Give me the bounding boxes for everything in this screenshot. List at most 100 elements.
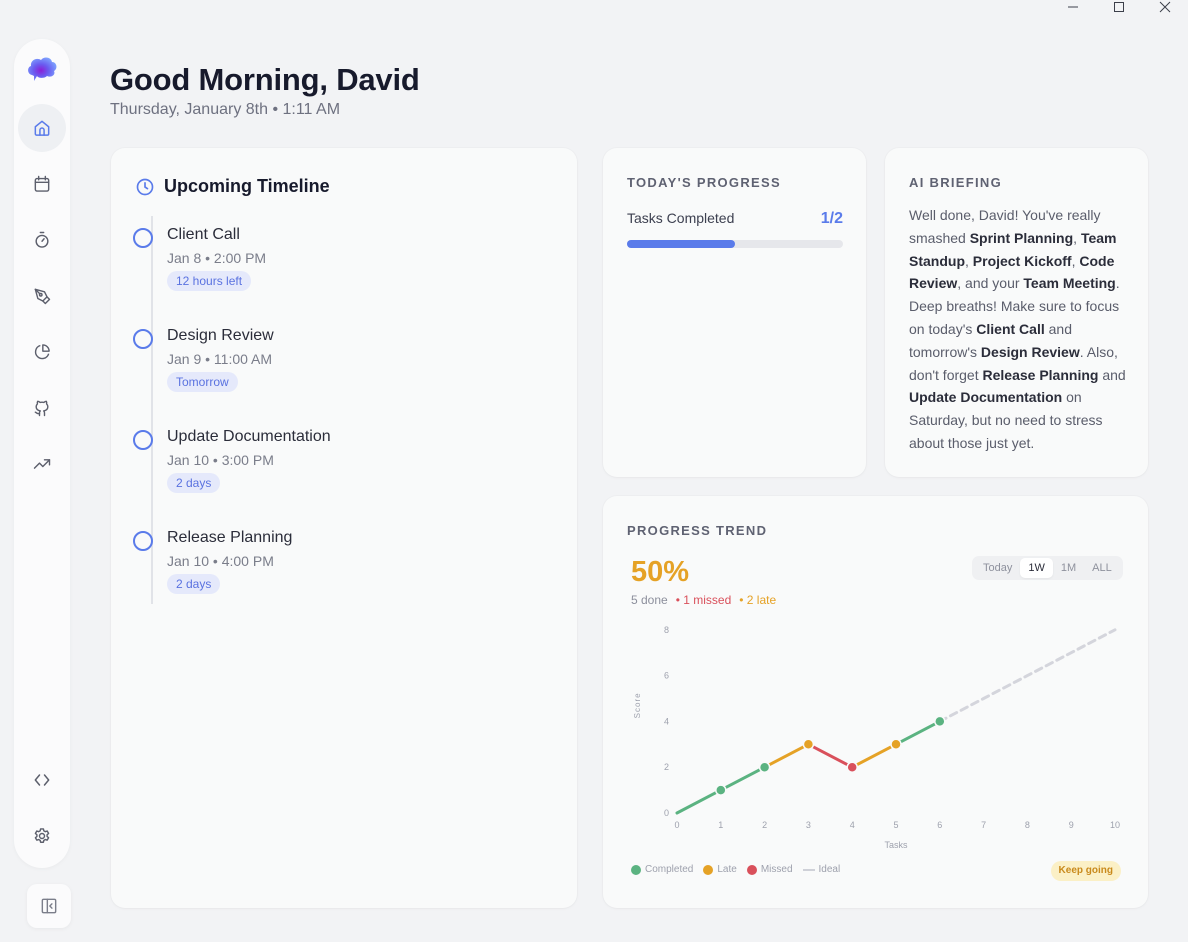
legend-late-dot bbox=[703, 864, 714, 875]
stopwatch-icon bbox=[35, 231, 49, 248]
done-count: 5 done bbox=[631, 593, 668, 607]
minimize-icon bbox=[1068, 6, 1078, 8]
x-axis-label: Tasks bbox=[884, 840, 908, 850]
sidebar-item-settings[interactable] bbox=[18, 812, 66, 860]
briefing-text-segment: . Deep breaths! Make sure to focus on to… bbox=[909, 275, 1120, 337]
cloud-chat-logo-icon bbox=[28, 57, 57, 81]
briefing-text-segment: , bbox=[1071, 252, 1080, 269]
timeline-item-name: Client Call bbox=[167, 226, 240, 243]
trend-percentage: 50% bbox=[631, 556, 690, 588]
sidebar-item-developer[interactable] bbox=[18, 756, 66, 804]
legend-late-label: Late bbox=[717, 864, 737, 875]
maximize-icon bbox=[1114, 2, 1124, 12]
x-tick-label: 3 bbox=[806, 820, 811, 830]
y-tick-label: 6 bbox=[664, 671, 669, 681]
github-icon bbox=[34, 400, 49, 417]
trend-segment bbox=[675, 788, 723, 815]
trending-up-icon bbox=[33, 459, 51, 469]
legend-missed-label: Missed bbox=[760, 864, 793, 875]
x-tick-label: 8 bbox=[1025, 820, 1030, 830]
time-left-badge: 12 hours left bbox=[167, 271, 252, 291]
timeline-status-circle[interactable] bbox=[133, 531, 153, 551]
briefing-text-segment: Well done, David! You've really smashed bbox=[909, 207, 1101, 246]
sidebar-item-design[interactable] bbox=[18, 272, 66, 320]
progress-bar bbox=[627, 240, 843, 248]
home-icon bbox=[34, 120, 50, 136]
sidebar-item-home[interactable] bbox=[18, 104, 66, 152]
x-tick-label: 0 bbox=[674, 820, 679, 830]
time-left-badge: Tomorrow bbox=[167, 372, 238, 392]
code-icon bbox=[34, 774, 50, 786]
close-icon bbox=[1159, 1, 1171, 13]
legend-completed-label: Completed bbox=[645, 864, 694, 875]
timeline-item-time: Jan 8 • 2:00 PM bbox=[167, 250, 267, 266]
timeline-item-name: Release Planning bbox=[167, 529, 293, 546]
timeline-status-circle[interactable] bbox=[133, 430, 153, 450]
sidebar-item-analytics[interactable] bbox=[18, 328, 66, 376]
range-tab-1w[interactable]: 1W bbox=[1020, 558, 1053, 578]
legend-missed-dot bbox=[746, 864, 757, 875]
trend-stats: 5 done • 1 missed • 2 late bbox=[631, 593, 776, 607]
minimize-button[interactable] bbox=[1050, 0, 1096, 14]
data-point[interactable] bbox=[890, 738, 902, 751]
close-button[interactable] bbox=[1142, 0, 1188, 14]
range-tab-1m[interactable]: 1M bbox=[1060, 562, 1077, 574]
x-tick-label: 2 bbox=[762, 820, 767, 830]
legend-ideal-label: Ideal bbox=[818, 864, 841, 875]
legend-missed: Missed bbox=[746, 864, 793, 875]
data-point[interactable] bbox=[846, 761, 858, 773]
data-point[interactable] bbox=[758, 761, 771, 773]
ai-briefing-text: Well done, David! You've really smashed … bbox=[909, 204, 1129, 455]
trend-segment bbox=[894, 719, 942, 746]
todays-progress-card: TODAY'S PROGRESS Tasks Completed 1/2 bbox=[603, 148, 866, 477]
timeline-status-circle[interactable] bbox=[133, 329, 153, 349]
legend-ideal: Ideal bbox=[802, 864, 841, 875]
progress-trend-card: PROGRESS TREND 50% 5 done • 1 missed • 2… bbox=[603, 496, 1148, 908]
timeline-item-name: Update Documentation bbox=[167, 428, 331, 445]
data-point[interactable] bbox=[802, 738, 815, 751]
sidebar-item-timer[interactable] bbox=[18, 216, 66, 264]
highlighted-task: Team Standup bbox=[909, 229, 1117, 269]
late-count: • 2 late bbox=[739, 593, 777, 607]
calendar-icon bbox=[34, 175, 50, 192]
briefing-text-segment: on Saturday, but no need to stress about… bbox=[909, 389, 1103, 451]
page-title: Good Morning, David bbox=[110, 62, 420, 97]
legend-late: Late bbox=[703, 864, 737, 875]
current-date: Thursday, January 8th • 1:11 AM bbox=[110, 101, 341, 118]
x-tick-label: 9 bbox=[1069, 820, 1074, 830]
progress-title: TODAY'S PROGRESS bbox=[627, 175, 781, 190]
pen-tool-icon bbox=[34, 288, 51, 305]
trend-segment bbox=[719, 765, 767, 792]
range-tab-today[interactable]: Today bbox=[983, 562, 1013, 574]
sidebar-item-github[interactable] bbox=[18, 384, 66, 432]
briefing-text-segment: and tomorrow's bbox=[909, 320, 1072, 360]
clock-icon bbox=[136, 178, 154, 195]
ideal-line bbox=[938, 628, 1117, 723]
sidebar-collapse-button[interactable] bbox=[27, 884, 71, 928]
trend-segment bbox=[763, 742, 810, 769]
time-left-badge: 2 days bbox=[167, 574, 221, 594]
sidebar bbox=[14, 39, 70, 868]
y-tick-label: 0 bbox=[664, 808, 669, 818]
x-tick-label: 7 bbox=[981, 820, 986, 830]
data-point[interactable] bbox=[934, 715, 946, 728]
motivation-badge: Keep going bbox=[1050, 861, 1121, 881]
highlighted-task: Update Documentation bbox=[909, 389, 1063, 406]
range-selector: Today 1W 1M ALL bbox=[972, 556, 1123, 580]
gear-icon bbox=[34, 828, 50, 843]
timeline-item-time: Jan 9 • 11:00 AM bbox=[167, 351, 273, 367]
y-tick-label: 8 bbox=[664, 625, 669, 635]
app-logo[interactable] bbox=[26, 54, 58, 84]
sidebar-item-trends[interactable] bbox=[18, 440, 66, 488]
timeline-status-circle[interactable] bbox=[133, 228, 153, 248]
briefing-text-segment: and bbox=[1098, 366, 1126, 383]
y-tick-label: 2 bbox=[664, 762, 669, 772]
sidebar-item-calendar[interactable] bbox=[18, 160, 66, 208]
timeline-line bbox=[151, 216, 153, 604]
trend-segment bbox=[806, 742, 854, 769]
maximize-button[interactable] bbox=[1096, 0, 1142, 14]
range-tab-all[interactable]: ALL bbox=[1092, 562, 1112, 574]
highlighted-task: Design Review bbox=[980, 343, 1080, 360]
data-point[interactable] bbox=[715, 784, 727, 796]
timeline-header: Upcoming Timeline bbox=[135, 176, 330, 197]
